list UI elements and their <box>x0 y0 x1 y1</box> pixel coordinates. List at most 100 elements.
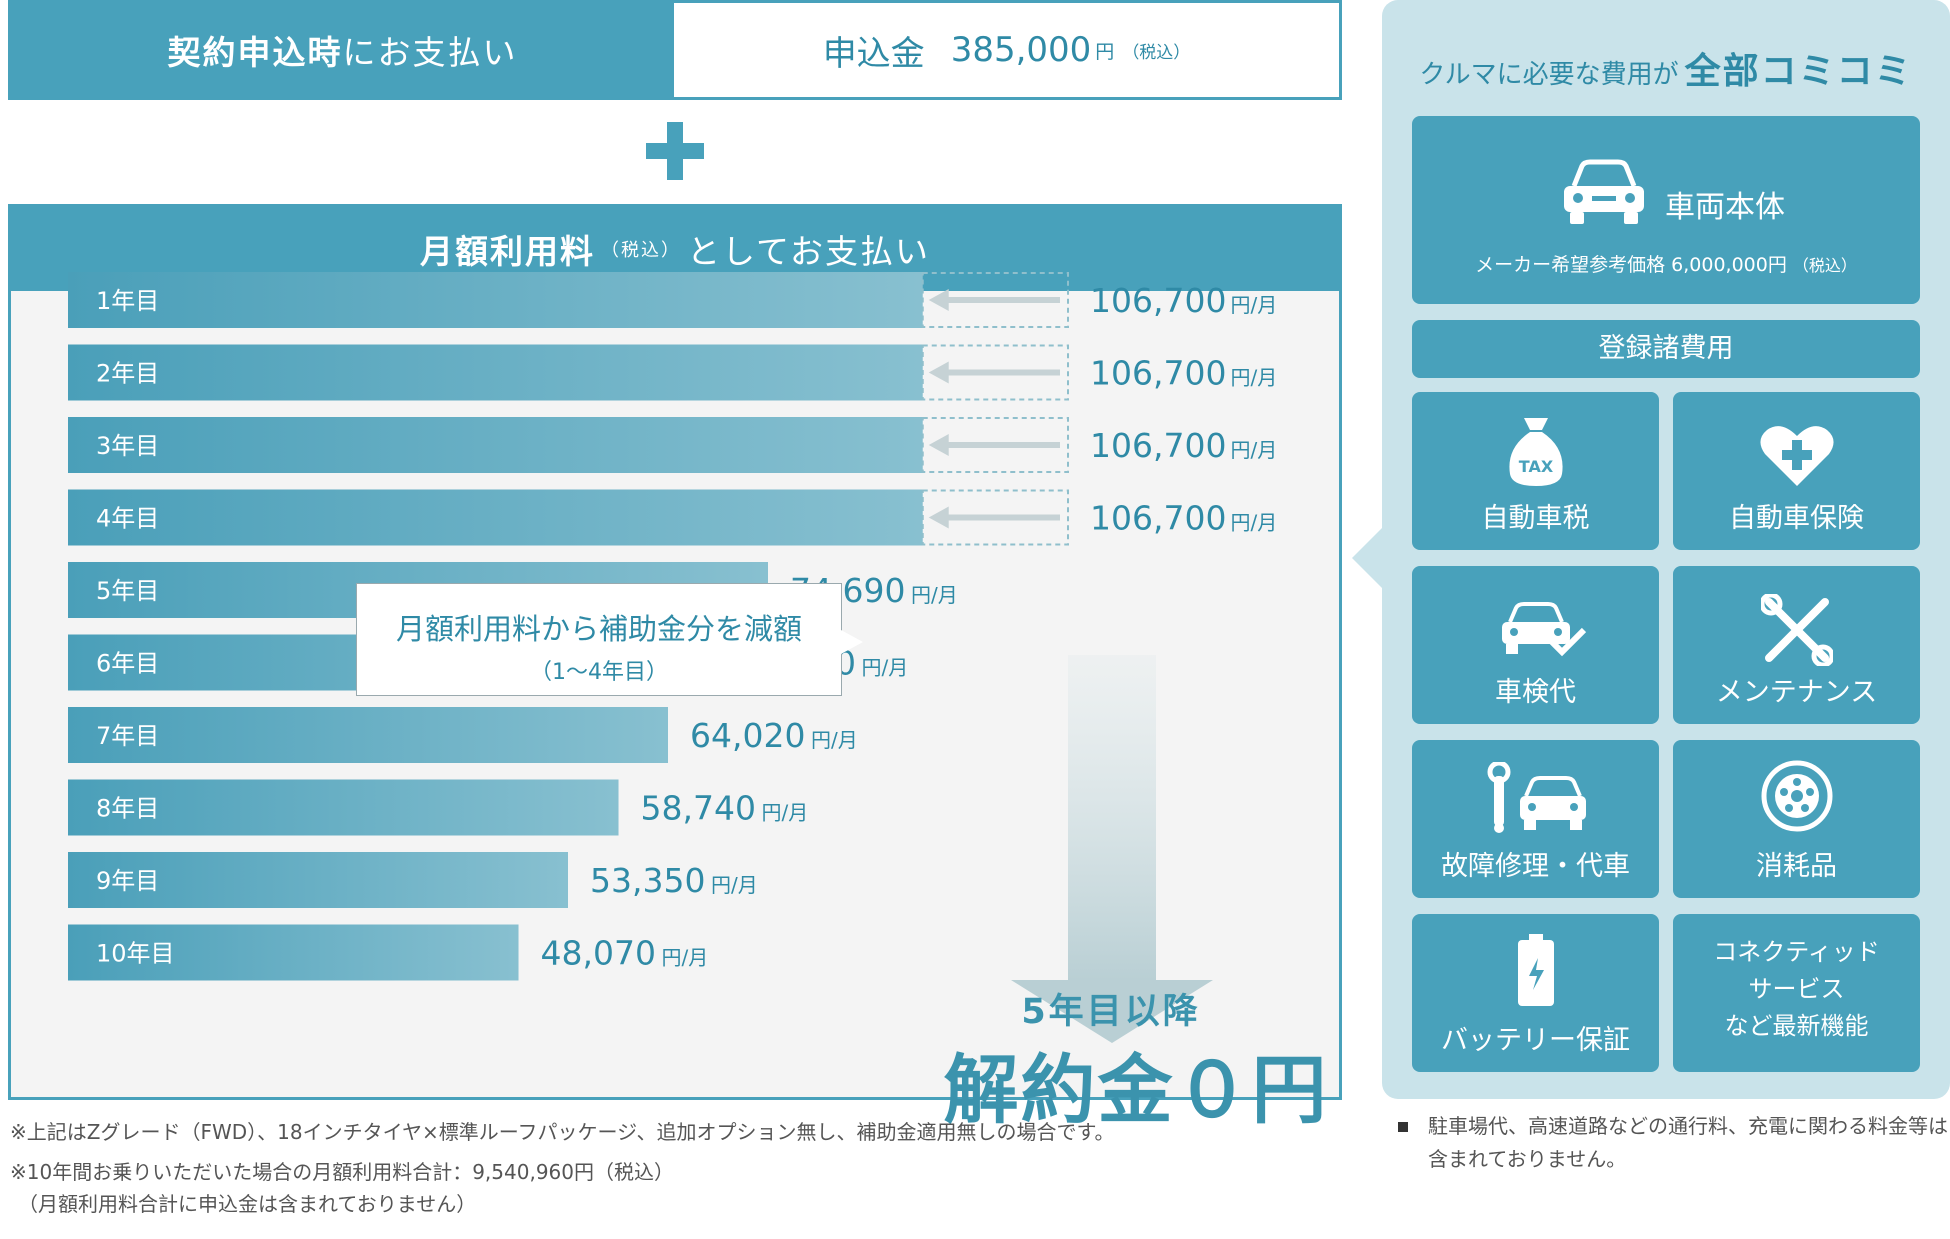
monthly-fee-heading-rest: としてお支払い <box>686 232 931 271</box>
bar-category-label: 7年目 <box>96 722 159 750</box>
tile-repair-label: 故障修理・代車 <box>1441 851 1630 882</box>
left-arrow-icon <box>928 506 949 529</box>
tax-icon-text: TAX <box>1519 457 1554 476</box>
bar-category-label: 8年目 <box>96 795 159 823</box>
included-costs-title-bold: 全部コミコミ <box>1684 51 1913 92</box>
tile-maintenance-label: メンテナンス <box>1715 677 1878 708</box>
application-fee-tax-note: （税込） <box>1122 42 1191 63</box>
bar <box>68 489 923 546</box>
battery-icon <box>1518 934 1554 1006</box>
subsidy-reduction-outline <box>921 489 1070 546</box>
left-arrow-icon <box>928 289 949 311</box>
bar <box>68 779 619 836</box>
tile-connected-services: コネクティッド サービス など最新機能 <box>1673 914 1920 1072</box>
bar-category-label: 2年目 <box>96 360 159 388</box>
tire-icon <box>1761 760 1833 832</box>
down-arrow-icon <box>1011 655 1213 1043</box>
bar-value-label: 58,740 <box>641 789 756 828</box>
tile-vehicle-price-text: メーカー希望参考価格 6,000,000円 <box>1475 254 1787 276</box>
bar-value-label: 64,020 <box>690 716 805 755</box>
bar <box>68 707 668 763</box>
bar-value-label: 106,700 <box>1090 499 1226 538</box>
bar-value-label: 106,700 <box>1090 281 1226 320</box>
tile-battery: バッテリー保証 <box>1412 914 1659 1072</box>
connected-line-3: など最新機能 <box>1724 1012 1869 1040</box>
application-fee-amount: 申込金 385,000 円 （税込） <box>674 3 1339 97</box>
tile-connected-services-label: コネクティッド サービス など最新機能 <box>1673 934 1920 1045</box>
bar <box>68 852 568 908</box>
wrench-car-icon <box>1487 762 1586 833</box>
tile-inspection-label: 車検代 <box>1495 677 1576 708</box>
subsidy-callout-title: 月額利用料から補助金分を減額 <box>395 612 802 646</box>
bar <box>68 344 923 401</box>
tile-consumables: 消耗品 <box>1673 740 1920 898</box>
zero-cancellation-fee: 解約金０円 <box>943 1046 1329 1134</box>
tools-icon <box>1761 594 1833 666</box>
bar-category-label: 1年目 <box>96 287 159 315</box>
tile-consumables-label: 消耗品 <box>1756 851 1837 882</box>
application-fee-value: 385,000 <box>950 30 1092 70</box>
side-footnote: 駐車場代、高速道路などの通行料、充電に関わる料金等は含まれておりません。 <box>1398 1110 1950 1176</box>
bar-unit-label: 円/月 <box>711 873 758 897</box>
bar <box>68 272 923 328</box>
tile-maintenance: メンテナンス <box>1673 566 1920 724</box>
subsidy-callout: 月額利用料から補助金分を減額 （1～4年目） <box>356 583 863 696</box>
left-arrow-icon <box>928 361 949 384</box>
application-fee-heading-bold: 契約申込時 <box>167 33 343 72</box>
included-costs-title: クルマに必要な費用が 全部コミコミ <box>1382 42 1950 94</box>
bar-value-label: 106,700 <box>1090 354 1226 393</box>
subsidy-reduction-outline <box>921 272 1070 328</box>
bullet-square-icon <box>1398 1122 1408 1132</box>
bar-value-label: 106,700 <box>1090 426 1226 465</box>
bar-category-label: 3年目 <box>96 432 159 460</box>
bar-unit-label: 円/月 <box>911 583 958 607</box>
tax-bag-icon: TAX <box>1509 418 1563 486</box>
tile-battery-label: バッテリー保証 <box>1441 1025 1630 1056</box>
tile-inspection: 車検代 <box>1412 566 1659 724</box>
connected-line-1: コネクティッド <box>1713 938 1880 966</box>
tile-car-tax-label: 自動車税 <box>1481 503 1590 534</box>
tile-vehicle-tax-note: （税込） <box>1792 256 1857 275</box>
connected-line-2: サービス <box>1748 975 1845 1003</box>
bar-unit-label: 円/月 <box>1231 293 1278 317</box>
bar-category-label: 10年目 <box>96 940 175 968</box>
bar-unit-label: 円/月 <box>762 801 809 825</box>
bar-category-label: 5年目 <box>96 577 159 605</box>
footnote-conditions: ※上記はZグレード（FWD）、18インチタイヤ×標準ルーフパッケージ、追加オプシ… <box>10 1120 1115 1144</box>
tile-vehicle: 車両本体 メーカー希望参考価格 6,000,000円 （税込） <box>1412 116 1920 304</box>
application-fee-label: 申込金 <box>822 33 925 74</box>
side-footnote-text: 駐車場代、高速道路などの通行料、充電に関わる料金等は含まれておりません。 <box>1428 1114 1948 1171</box>
bar-value-label: 48,070 <box>541 934 656 973</box>
tile-vehicle-price: メーカー希望参考価格 6,000,000円 （税込） <box>1412 250 1920 277</box>
subsidy-reduction-outline <box>921 417 1070 473</box>
monthly-fee-panel: 月額利用料 （税込） としてお支払い 1年目 106,700 円/月 2年目 106,7… <box>8 204 1342 1134</box>
bar-unit-label: 円/月 <box>1231 511 1278 535</box>
subsidy-callout-years: （1～4年目） <box>530 660 668 685</box>
application-fee-heading-rest: にお支払い <box>342 33 518 72</box>
tile-repair: 故障修理・代車 <box>1412 740 1659 898</box>
bar-value-label: 53,350 <box>590 861 705 900</box>
bar-category-label: 9年目 <box>96 867 159 895</box>
left-arrow-icon <box>928 434 949 456</box>
bar-unit-label: 円/月 <box>1231 366 1278 390</box>
application-fee-heading: 契約申込時 にお支払い <box>11 3 674 97</box>
bar-unit-label: 円/月 <box>862 656 909 680</box>
heart-cross-icon <box>1760 426 1834 486</box>
bar <box>68 417 923 473</box>
bar-unit-label: 円/月 <box>1231 438 1278 462</box>
footnote-total-exclusion: （月額利用料合計に申込金は含まれておりません） <box>18 1192 477 1216</box>
monthly-fee-heading-bold: 月額利用料 <box>419 232 595 271</box>
subsidy-reduction-outline <box>921 344 1070 401</box>
footnote-total: ※10年間お乗りいただいた場合の月額利用料合計：9,540,960円（税込） <box>10 1160 674 1184</box>
bar-category-label: 4年目 <box>96 505 159 533</box>
tile-car-tax: TAX 自動車税 <box>1412 392 1659 550</box>
car-front-icon <box>1564 159 1644 224</box>
application-fee-box: 契約申込時 にお支払い 申込金 385,000 円 （税込） <box>8 0 1342 100</box>
application-fee-unit: 円 <box>1095 40 1115 63</box>
tile-vehicle-name: 車両本体 <box>1665 190 1785 225</box>
bar-unit-label: 円/月 <box>662 946 709 970</box>
included-costs-panel: クルマに必要な費用が 全部コミコミ 車両本体 メーカー希望参考価格 6,000,0… <box>1382 0 1950 1099</box>
side-panel-pointer <box>1352 528 1382 588</box>
zero-fee-subtitle: 5年目以降 <box>1021 992 1201 1032</box>
